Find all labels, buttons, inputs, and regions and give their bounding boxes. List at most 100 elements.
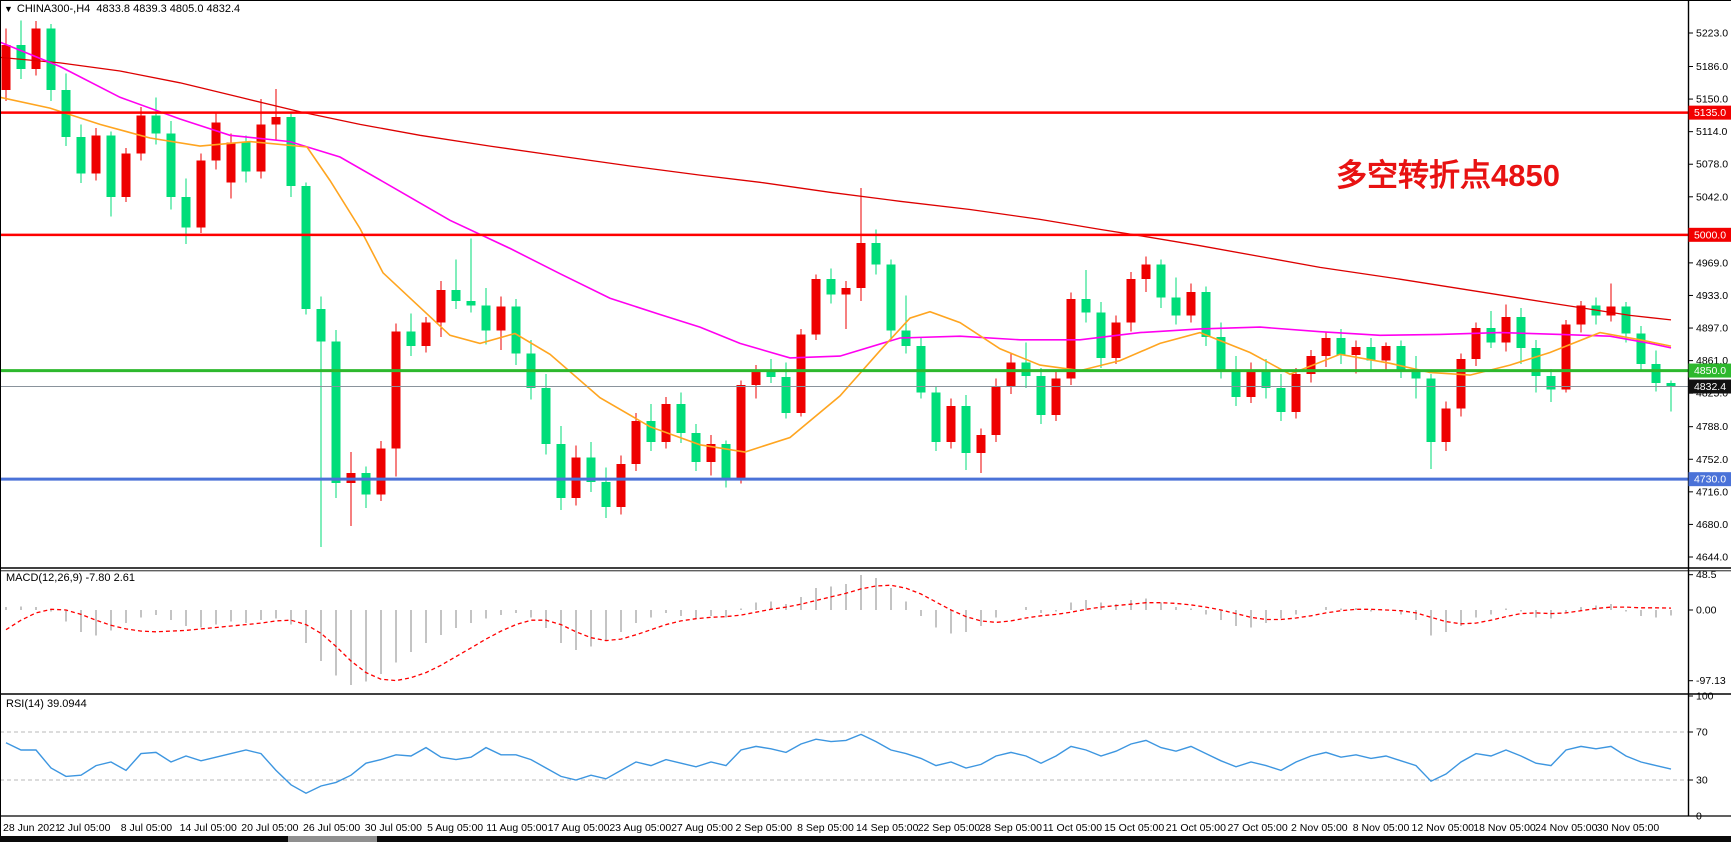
rsi-axis-label: 0 bbox=[1696, 811, 1702, 823]
candle-up bbox=[796, 334, 806, 414]
price-badge-5000.0-bg bbox=[1688, 227, 1731, 242]
candle-down bbox=[1036, 375, 1046, 415]
price-axis-label: 5042.0 bbox=[1696, 191, 1728, 203]
price-axis-label: 4680.0 bbox=[1696, 519, 1728, 531]
date-axis-label: 28 Sep 05:00 bbox=[979, 822, 1042, 834]
price-badge-4730.0: 4730.0 bbox=[1694, 474, 1726, 486]
date-axis-label: 23 Aug 05:00 bbox=[609, 822, 671, 834]
candle-down bbox=[766, 371, 776, 377]
date-axis-label: 2 Jul 05:00 bbox=[59, 822, 111, 834]
date-axis-label: 27 Aug 05:00 bbox=[671, 822, 733, 834]
chevron-down-icon[interactable]: ▼ bbox=[4, 4, 13, 14]
candle-up bbox=[1066, 299, 1076, 379]
rsi-line bbox=[5, 733, 1672, 794]
candle-down bbox=[1366, 347, 1376, 361]
candle-down bbox=[1531, 347, 1541, 376]
date-axis-label: 20 Jul 05:00 bbox=[241, 822, 298, 834]
macd-axis-label: 48.5 bbox=[1696, 569, 1717, 581]
price-badge-4850.0: 4850.0 bbox=[1694, 365, 1726, 377]
candle-up bbox=[1351, 347, 1361, 356]
candle-up bbox=[991, 385, 1001, 435]
price-axis-label: 5078.0 bbox=[1696, 159, 1728, 171]
candle-down bbox=[1636, 333, 1646, 365]
macd-indicator-label: MACD(12,26,9) -7.80 2.61 bbox=[6, 572, 136, 584]
price-badge-5135.0: 5135.0 bbox=[1694, 107, 1726, 119]
candle-up bbox=[91, 135, 101, 174]
macd-axis-label: -97.13 bbox=[1696, 675, 1726, 687]
candle-up bbox=[1051, 378, 1061, 415]
symbol-ohlc-quotes: 4833.8 4839.3 4805.0 4832.4 bbox=[96, 3, 241, 15]
date-axis-label: 2 Nov 05:00 bbox=[1291, 822, 1348, 834]
candle-down bbox=[1096, 312, 1106, 358]
candle-up bbox=[616, 463, 626, 508]
candle-up bbox=[841, 288, 851, 295]
candle-down bbox=[406, 331, 416, 347]
candle-up bbox=[706, 443, 716, 462]
candle-up bbox=[211, 122, 221, 161]
candle-down bbox=[541, 387, 551, 444]
candle-down bbox=[1396, 346, 1406, 372]
rsi-axis-label: 70 bbox=[1696, 727, 1708, 739]
current-price-badge-bg bbox=[1688, 379, 1731, 394]
candle-up bbox=[436, 290, 446, 323]
candle-down bbox=[511, 306, 521, 354]
candle-up bbox=[1321, 337, 1331, 357]
candle-up bbox=[31, 28, 41, 70]
rsi-axis-label: 30 bbox=[1696, 775, 1708, 787]
bottom-scrollbar-segment[interactable] bbox=[288, 836, 377, 842]
price-badge-5000.0: 5000.0 bbox=[1694, 229, 1726, 241]
candle-down bbox=[16, 44, 26, 70]
candle-up bbox=[1561, 324, 1571, 390]
candle-up bbox=[1471, 328, 1481, 359]
candle-down bbox=[451, 290, 461, 301]
price-axis-label: 5223.0 bbox=[1696, 28, 1728, 40]
candle-down bbox=[1486, 328, 1496, 343]
candle-up bbox=[1606, 306, 1616, 316]
macd-signal-line bbox=[5, 584, 1672, 682]
candle-down bbox=[1201, 291, 1211, 338]
candle-down bbox=[1081, 299, 1091, 313]
candle-up bbox=[1141, 264, 1151, 280]
price-axis-label: 4716.0 bbox=[1696, 486, 1728, 498]
candle-down bbox=[601, 481, 611, 508]
price-axis-label: 5114.0 bbox=[1696, 126, 1727, 138]
date-axis-label: 28 Jun 2021 bbox=[3, 822, 61, 834]
date-axis-label: 17 Aug 05:00 bbox=[548, 822, 610, 834]
bottom-window-bar bbox=[0, 836, 1731, 842]
candle-up bbox=[256, 124, 266, 172]
candle-up bbox=[661, 404, 671, 443]
pivot-annotation-text[interactable]: 多空转折点4850 bbox=[1336, 158, 1560, 193]
ma-line-magenta bbox=[0, 41, 1672, 359]
candle-up bbox=[271, 117, 281, 125]
candle-down bbox=[721, 443, 731, 479]
candle-up bbox=[1111, 322, 1121, 358]
candle-up bbox=[391, 331, 401, 449]
candle-down bbox=[931, 392, 941, 443]
candle-down bbox=[151, 115, 161, 134]
price-axis-label: 5150.0 bbox=[1696, 94, 1728, 106]
price-axis-label: 4644.0 bbox=[1696, 552, 1728, 564]
candle-up bbox=[1246, 369, 1256, 397]
candle-down bbox=[781, 376, 791, 414]
candle-down bbox=[691, 433, 701, 462]
candle-down bbox=[646, 421, 656, 443]
price-axis-label: 4752.0 bbox=[1696, 454, 1728, 466]
rsi-axis-label: 100 bbox=[1696, 691, 1714, 703]
date-axis-label: 18 Nov 05:00 bbox=[1473, 822, 1536, 834]
candle-down bbox=[181, 196, 191, 228]
date-axis-label: 8 Jul 05:00 bbox=[121, 822, 173, 834]
candle-down bbox=[1666, 383, 1676, 387]
candle-up bbox=[856, 242, 866, 289]
candle-down bbox=[826, 279, 836, 295]
price-axis-label: 4897.0 bbox=[1696, 323, 1728, 335]
candle-up bbox=[736, 385, 746, 479]
candle-up bbox=[1006, 362, 1016, 386]
candle-up bbox=[1456, 358, 1466, 409]
date-axis-label: 15 Oct 05:00 bbox=[1104, 822, 1164, 834]
candle-down bbox=[1171, 297, 1181, 316]
candle-down bbox=[1156, 264, 1166, 298]
candle-down bbox=[481, 305, 491, 331]
candle-up bbox=[1126, 279, 1136, 323]
current-price-badge: 4832.4 bbox=[1694, 381, 1726, 393]
